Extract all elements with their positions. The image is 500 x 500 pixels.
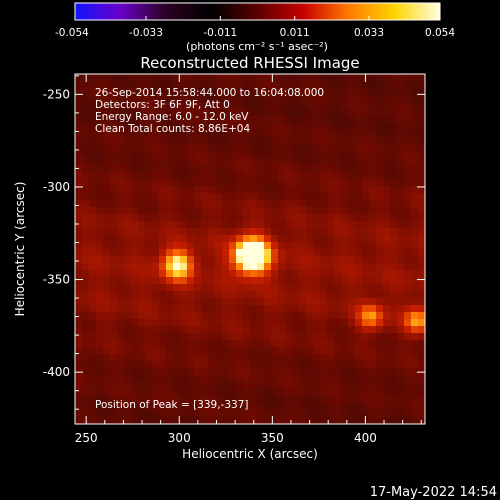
colorbar-tick-label: 0.011 — [280, 27, 310, 39]
y-axis-label: Heliocentric Y (arcsec) — [13, 182, 27, 317]
x-axis-label: Heliocentric X (arcsec) — [182, 447, 318, 461]
colorbar-ticks: -0.054 -0.033 -0.011 0.011 0.033 0.054 — [55, 16, 455, 39]
colorbar-tick-label: 0.054 — [425, 27, 455, 39]
chart-title: Reconstructed RHESSI Image — [140, 54, 359, 72]
colorbar-unit-label: (photons cm⁻² s⁻¹ asec⁻²) — [186, 40, 328, 53]
colorbar-tick-label: -0.011 — [203, 27, 237, 39]
info-line: Clean Total counts: 8.86E+04 — [95, 123, 250, 135]
y-tick-label: -400 — [43, 365, 70, 379]
plot-frame — [74, 73, 426, 425]
colorbar-gradient — [74, 2, 441, 21]
y-axis: -250 -300 -350 -400 — [43, 75, 425, 410]
y-tick-label: -250 — [43, 87, 70, 101]
colorbar-tick-label: -0.054 — [55, 27, 89, 39]
info-line: Detectors: 3F 6F 9F, Att 0 — [95, 99, 230, 111]
colorbar-tick-label: -0.033 — [129, 27, 163, 39]
footer-timestamp: 17-May-2022 14:54 — [370, 485, 497, 500]
colorbar: -0.054 -0.033 -0.011 0.011 0.033 0.054 (photo… — [55, 2, 455, 53]
x-tick-label: 350 — [261, 431, 284, 445]
x-tick-label: 400 — [354, 431, 377, 445]
info-annotation: 26-Sep-2014 15:58:44.000 to 16:04:08.000… — [95, 87, 324, 135]
heatmap-image — [75, 74, 425, 424]
x-tick-label: 250 — [75, 431, 98, 445]
x-axis: 250 300 350 400 — [75, 74, 422, 445]
peak-position-label: Position of Peak = [339,-337] — [95, 399, 249, 411]
colorbar-tick-label: 0.033 — [354, 27, 384, 39]
info-line: Energy Range: 6.0 - 12.0 keV — [95, 111, 249, 123]
x-tick-label: 300 — [168, 431, 191, 445]
y-tick-label: -300 — [43, 180, 70, 194]
y-tick-label: -350 — [43, 273, 70, 287]
info-line: 26-Sep-2014 15:58:44.000 to 16:04:08.000 — [95, 87, 324, 99]
